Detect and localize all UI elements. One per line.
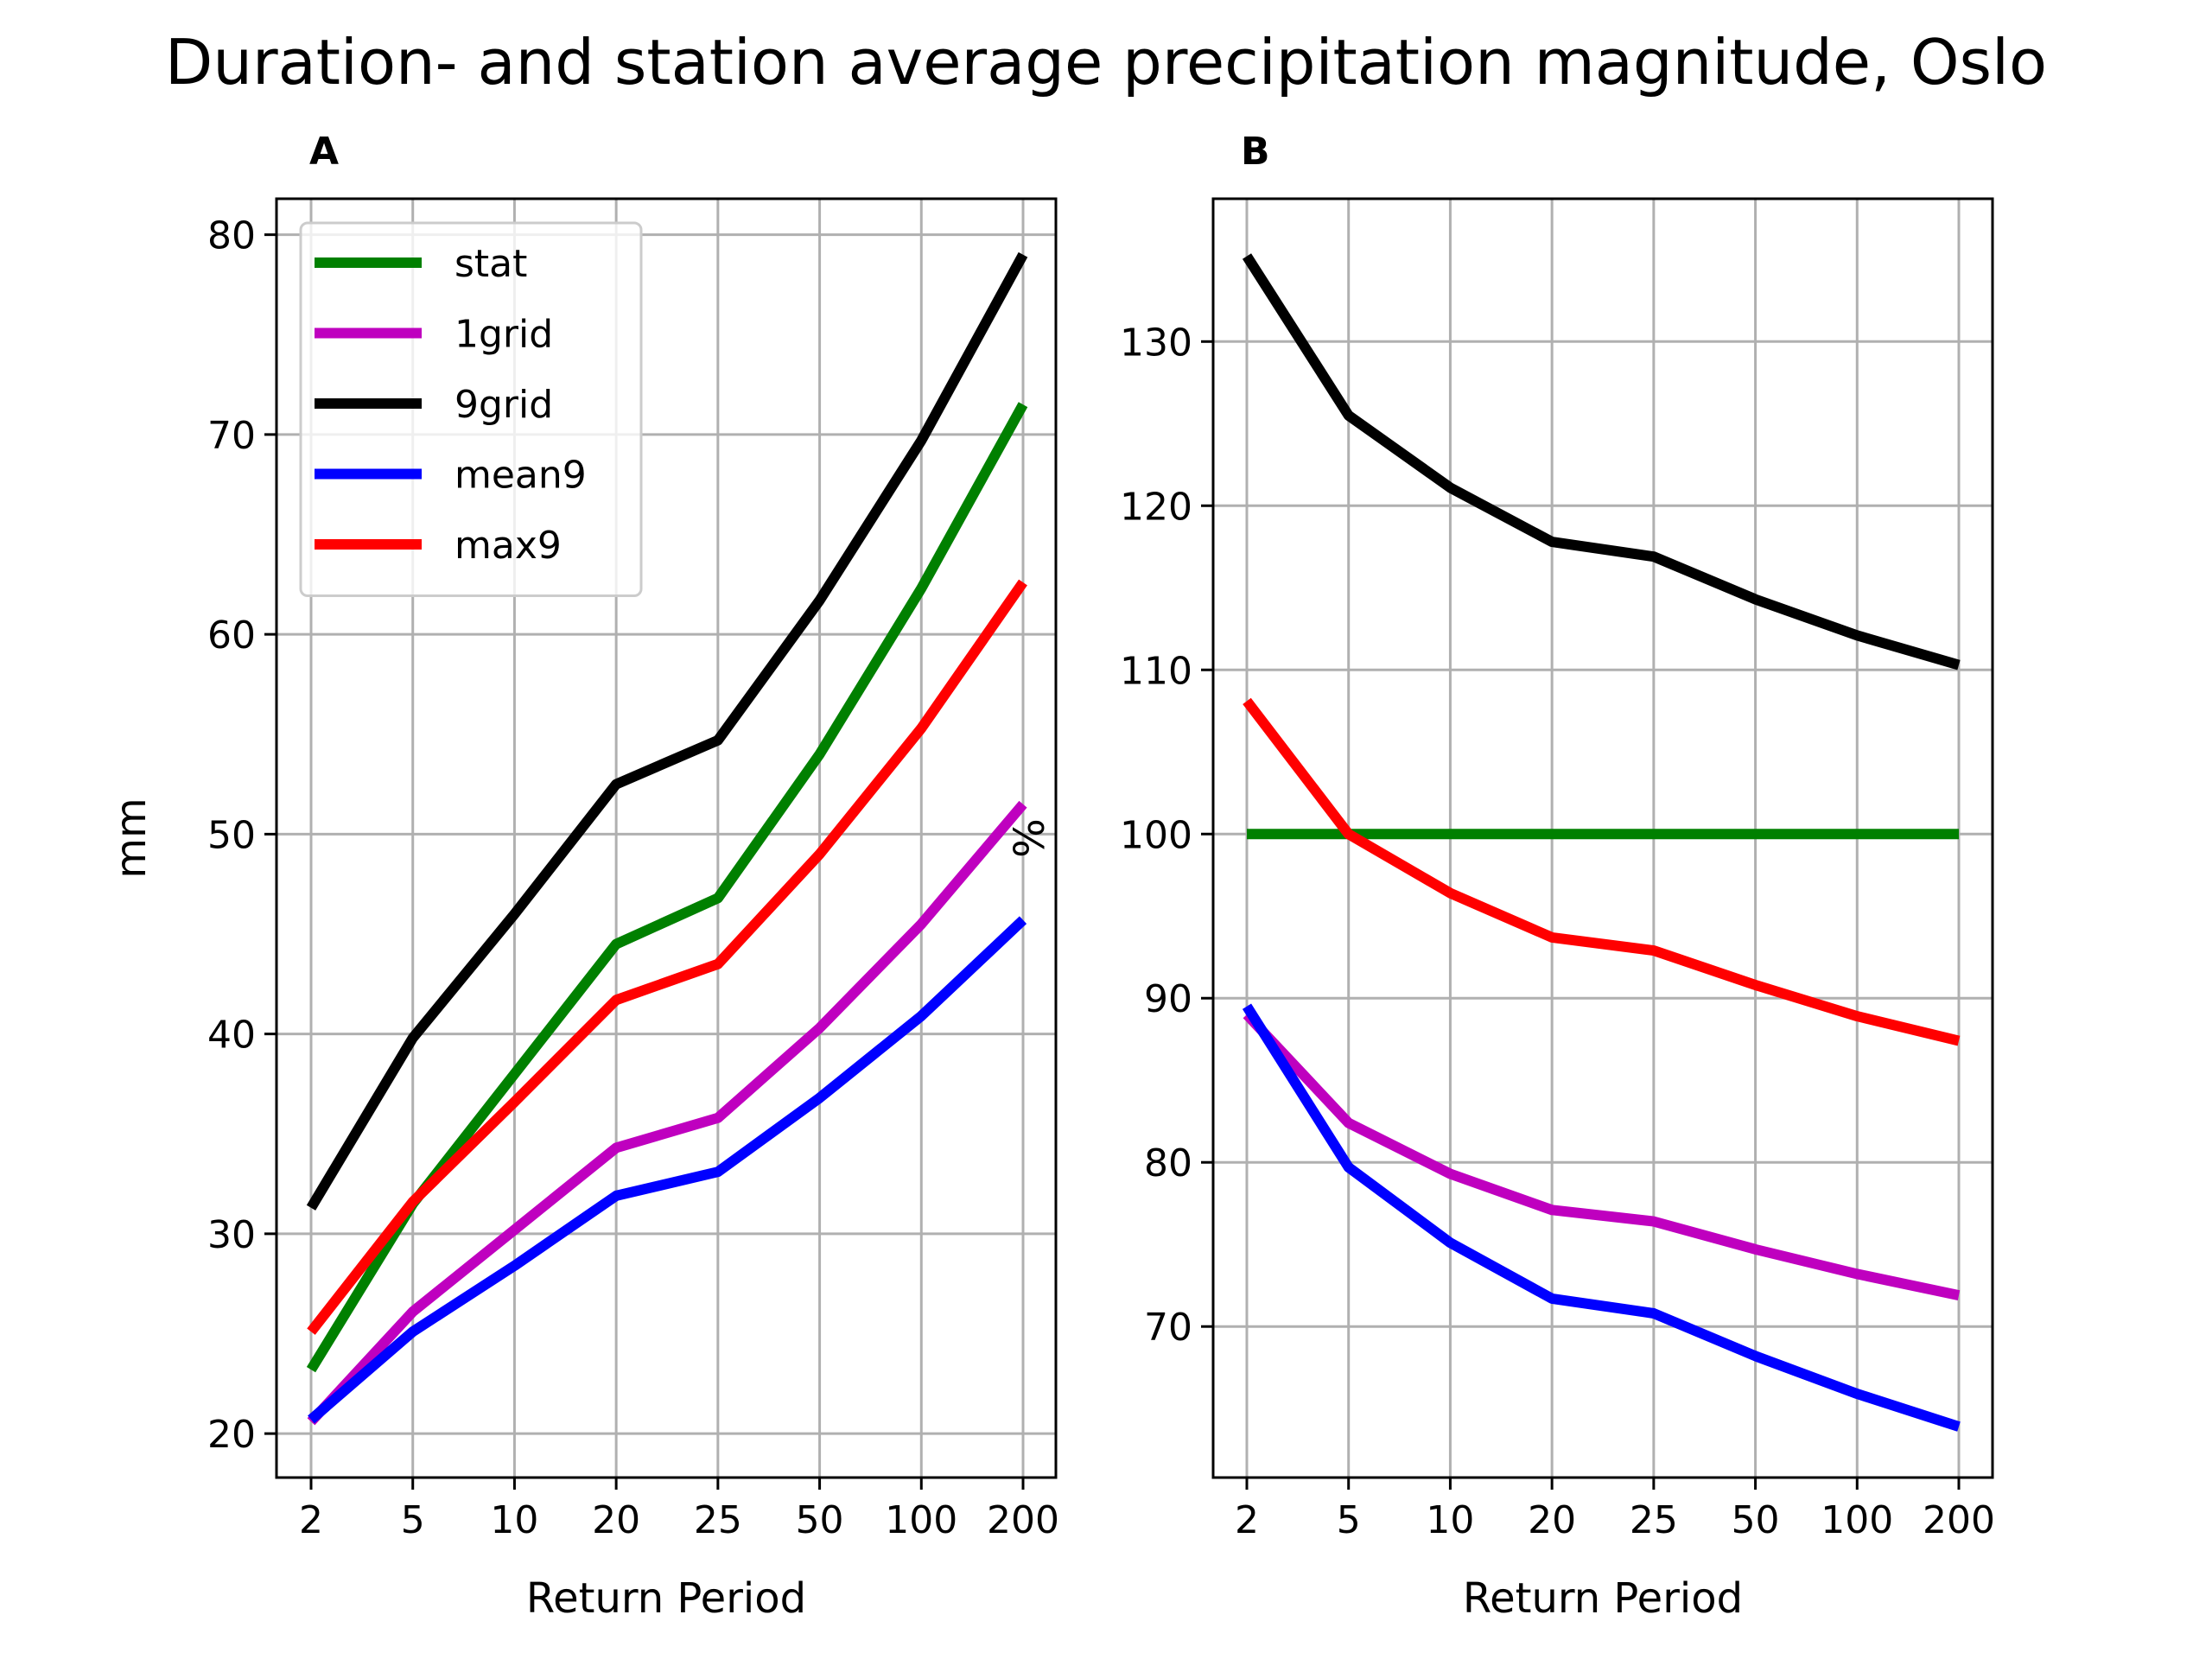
legend: stat 1grid 9grid mean9 max9 bbox=[299, 221, 643, 597]
x-tick-label: 5 bbox=[1337, 1498, 1361, 1542]
y-tick-label: 20 bbox=[207, 1413, 256, 1457]
y-tick-label: 30 bbox=[207, 1213, 256, 1257]
y-tick-label: 120 bbox=[1120, 485, 1192, 529]
panel-a-ylabel: mm bbox=[107, 798, 156, 879]
series-line-9grid bbox=[306, 251, 1028, 1211]
legend-label: 9grid bbox=[454, 383, 553, 427]
x-tick-label: 25 bbox=[694, 1498, 742, 1542]
panel-b-frame bbox=[1211, 197, 1994, 1479]
y-tick-label: 40 bbox=[207, 1014, 256, 1058]
y-tick-label: 130 bbox=[1120, 321, 1192, 365]
panel-b-label: B bbox=[1241, 130, 1270, 174]
y-tick-label: 110 bbox=[1120, 649, 1192, 693]
y-tick-label: 100 bbox=[1120, 813, 1192, 857]
series-line-1grid bbox=[1243, 1011, 1961, 1300]
series-line-max9 bbox=[307, 579, 1027, 1335]
x-tick-label: 50 bbox=[1732, 1498, 1780, 1542]
panel-a-xlabel: Return Period bbox=[526, 1574, 806, 1623]
series-line-1grid bbox=[307, 800, 1027, 1426]
x-tick-label: 2 bbox=[1235, 1498, 1259, 1542]
panel-b-ylabel: % bbox=[1006, 818, 1054, 858]
series-line-max9 bbox=[1243, 697, 1961, 1046]
x-tick-label: 2 bbox=[299, 1498, 323, 1542]
x-tick-label: 20 bbox=[1528, 1498, 1576, 1542]
y-tick-label: 60 bbox=[207, 613, 256, 658]
y-tick-label: 70 bbox=[1144, 1306, 1192, 1350]
y-tick-label: 80 bbox=[207, 214, 256, 258]
legend-box bbox=[299, 221, 643, 597]
x-tick-label: 100 bbox=[1821, 1498, 1893, 1542]
x-tick-label: 200 bbox=[1923, 1498, 1995, 1542]
panel-a-frame bbox=[275, 197, 1058, 1479]
series-line-mean9 bbox=[1242, 1003, 1961, 1432]
panel-a-label: A bbox=[309, 130, 339, 174]
panel-b-xlabel: Return Period bbox=[1463, 1574, 1743, 1623]
panel-b-lines bbox=[1242, 253, 1961, 1432]
y-tick-label: 70 bbox=[207, 414, 256, 458]
panel-a-lines bbox=[306, 251, 1028, 1426]
legend-label: 1grid bbox=[454, 313, 553, 357]
series-line-9grid bbox=[1242, 253, 1961, 671]
x-tick-label: 5 bbox=[401, 1498, 425, 1542]
x-tick-label: 10 bbox=[490, 1498, 538, 1542]
x-tick-label: 50 bbox=[796, 1498, 844, 1542]
x-tick-label: 10 bbox=[1426, 1498, 1474, 1542]
figure-title: Duration- and station average precipitat… bbox=[165, 26, 2047, 99]
y-tick-label: 50 bbox=[207, 813, 256, 857]
legend-label: mean9 bbox=[454, 454, 587, 498]
x-tick-label: 20 bbox=[592, 1498, 640, 1542]
x-tick-label: 200 bbox=[987, 1498, 1059, 1542]
x-tick-label: 100 bbox=[885, 1498, 957, 1542]
legend-label: stat bbox=[454, 242, 527, 286]
x-tick-label: 25 bbox=[1630, 1498, 1678, 1542]
y-tick-label: 80 bbox=[1144, 1141, 1192, 1185]
y-tick-label: 90 bbox=[1144, 977, 1192, 1021]
series-line-mean9 bbox=[308, 916, 1027, 1424]
legend-label: max9 bbox=[454, 524, 562, 568]
